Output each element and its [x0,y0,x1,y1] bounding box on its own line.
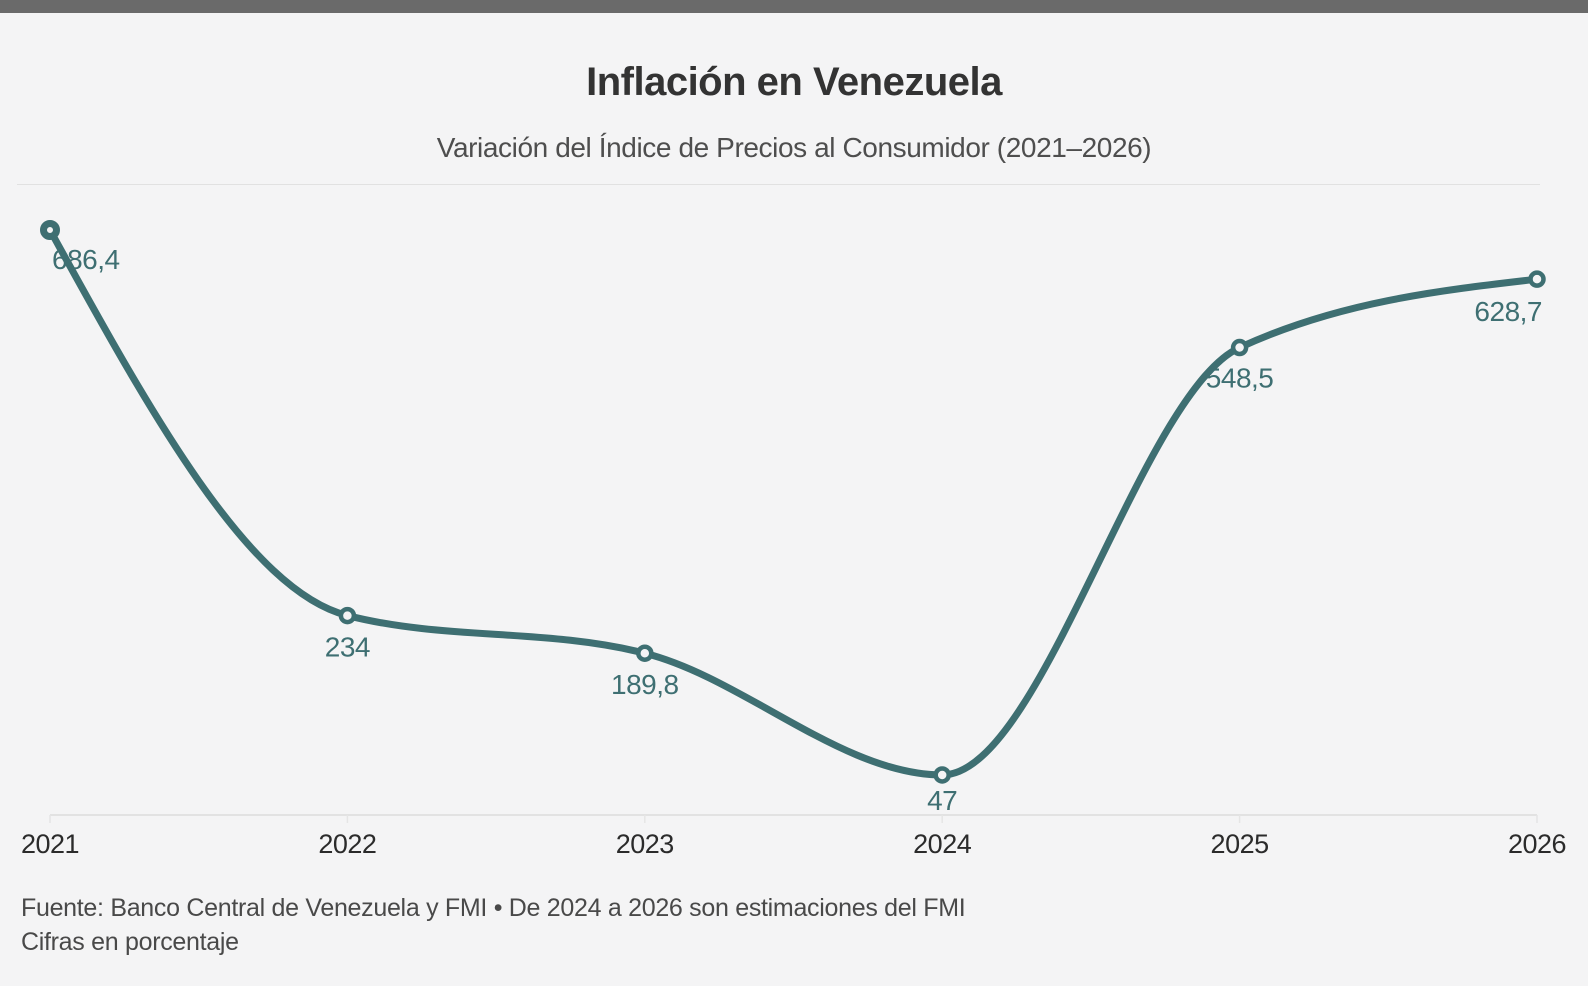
data-point-marker [40,220,60,240]
data-point-marker [1230,338,1249,357]
x-axis-label: 2024 [913,829,972,859]
data-point-label: 234 [325,632,370,663]
x-axis-label: 2022 [318,829,376,859]
x-axis-label: 2026 [1508,829,1566,859]
chart-subtitle: Variación del Índice de Precios al Consu… [436,132,1152,163]
data-point-marker [338,606,357,625]
data-point-marker [1528,270,1546,288]
inflation-line-chart: 2021 2022 2023 2024 2025 2026 686,4 234 189,8 47 5… [21,220,1567,859]
x-axis-label: 2021 [21,829,79,859]
data-point-label: 548,5 [1206,363,1274,394]
header-divider [17,184,1540,185]
data-point-label: 628,7 [1474,296,1542,327]
x-axis-label: 2025 [1211,829,1269,859]
data-point-marker [933,766,951,784]
data-point-marker [636,644,654,662]
top-bar [0,0,1588,13]
inflation-line [46,226,1541,779]
data-point-label: 47 [927,785,957,816]
chart-footer: Fuente: Banco Central de Venezuela y FMI… [21,891,966,959]
x-axis-label: 2023 [616,829,674,859]
unit-note: Cifras en porcentaje [21,928,239,956]
data-point-label: 189,8 [611,669,679,700]
data-point-label: 686,4 [52,244,120,275]
source-note: Fuente: Banco Central de Venezuela y FMI… [21,894,966,922]
chart-title: Inflación en Venezuela [586,60,1002,104]
